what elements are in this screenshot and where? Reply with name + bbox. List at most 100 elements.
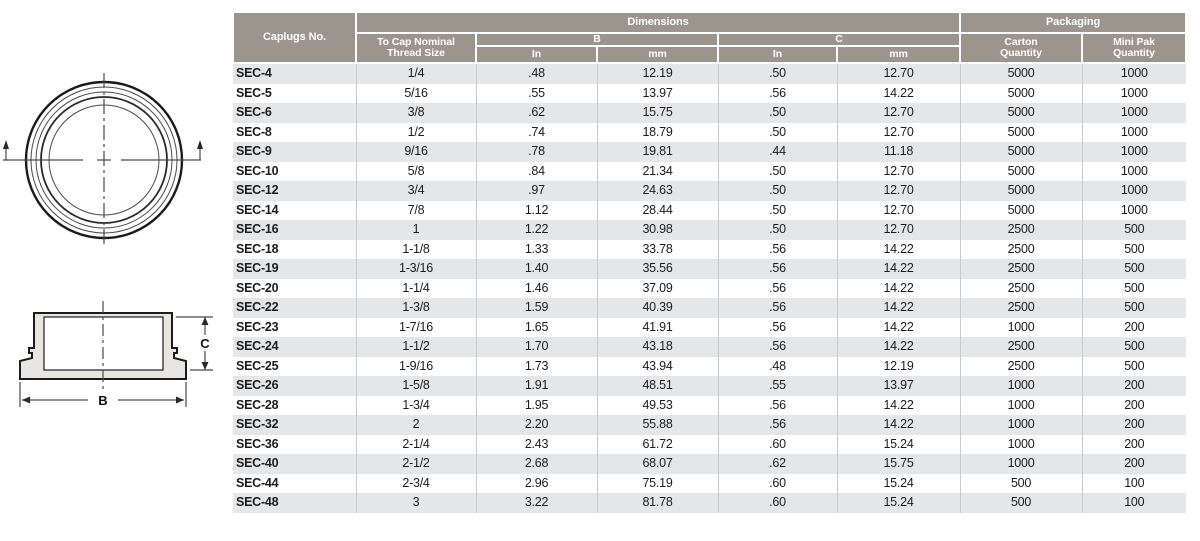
- cell-c-mm: 14.22: [836, 239, 960, 260]
- cell-caplugs-no: SEC-5: [236, 85, 272, 100]
- cell-b-in: .62: [475, 103, 597, 123]
- cell-b-in: 1.33: [475, 239, 597, 260]
- cell-c-mm: 14.22: [836, 278, 960, 299]
- table-row: SEC-23 1-7/16 1.65 41.91 .56 14.22 1000 …: [233, 317, 1186, 338]
- cell-mini-pak-quantity: 200: [1081, 317, 1186, 338]
- cell-b-in: .74: [475, 122, 597, 143]
- header-mini-pak-quantity: Mini Pak Quantity: [1081, 31, 1187, 65]
- header-c: C: [717, 31, 961, 48]
- cell-caplugs-no: SEC-25: [236, 358, 279, 373]
- table-row: SEC-26 1-5/8 1.91 48.51 .55 13.97 1000 2…: [233, 376, 1186, 396]
- cell-mini-pak-quantity: 1000: [1081, 142, 1186, 162]
- cell-carton-quantity: 5000: [959, 142, 1082, 162]
- dimension-c-label: C: [200, 336, 210, 351]
- cap-top-view-svg: [3, 73, 203, 247]
- cell-thread-size: 5/8: [355, 161, 476, 182]
- cell-b-in: .84: [475, 161, 597, 182]
- cap-top-view-drawing: [0, 63, 215, 258]
- cell-c-mm: 15.24: [836, 493, 960, 513]
- cell-c-in: .60: [717, 473, 837, 494]
- cell-carton-quantity: 1000: [959, 454, 1082, 474]
- cell-b-mm: 33.78: [596, 239, 718, 260]
- cell-c-in: .56: [717, 83, 837, 104]
- cell-c-mm: 14.22: [836, 415, 960, 435]
- cell-thread-size: 1-9/16: [355, 356, 476, 377]
- table-row: SEC-16 1 1.22 30.98 .50 12.70 2500 500: [233, 220, 1186, 240]
- cell-b-in: 1.12: [475, 200, 597, 221]
- cell-b-in: 1.73: [475, 356, 597, 377]
- cell-c-mm: 12.70: [836, 103, 960, 123]
- table-row: SEC-10 5/8 .84 21.34 .50 12.70 5000 1000: [233, 161, 1186, 182]
- cell-thread-size: 1-3/16: [355, 259, 476, 279]
- cell-c-mm: 12.70: [836, 63, 960, 84]
- table-row: SEC-22 1-3/8 1.59 40.39 .56 14.22 2500 5…: [233, 298, 1186, 318]
- table-row: SEC-12 3/4 .97 24.63 .50 12.70 5000 1000: [233, 181, 1186, 201]
- cell-caplugs-no: SEC-36: [236, 436, 279, 451]
- cell-caplugs-no: SEC-9: [236, 144, 272, 159]
- cell-b-in: 2.96: [475, 473, 597, 494]
- cell-mini-pak-quantity: 500: [1081, 356, 1186, 377]
- cell-mini-pak-quantity: 500: [1081, 220, 1186, 240]
- cell-c-in: .56: [717, 239, 837, 260]
- cell-caplugs-no: SEC-18: [236, 241, 279, 256]
- cell-c-in: .44: [717, 142, 837, 162]
- header-dimensions: Dimensions: [355, 11, 961, 34]
- cell-b-mm: 18.79: [596, 122, 718, 143]
- caplugs-spec-table: Caplugs No. Dimensions Packaging To Cap …: [232, 10, 1187, 513]
- cell-mini-pak-quantity: 200: [1081, 454, 1186, 474]
- cell-c-in: .50: [717, 181, 837, 201]
- cell-b-in: 1.70: [475, 337, 597, 357]
- cap-side-view-svg: C B: [19, 301, 213, 408]
- cell-b-in: 1.59: [475, 298, 597, 318]
- cell-carton-quantity: 1000: [959, 434, 1082, 455]
- table-row: SEC-48 3 3.22 81.78 .60 15.24 500 100: [233, 493, 1186, 513]
- table-row: SEC-6 3/8 .62 15.75 .50 12.70 5000 1000: [233, 103, 1186, 123]
- table-row: SEC-40 2-1/2 2.68 68.07 .62 15.75 1000 2…: [233, 454, 1186, 474]
- cell-carton-quantity: 1000: [959, 317, 1082, 338]
- cell-thread-size: 2-1/2: [355, 454, 476, 474]
- cell-carton-quantity: 5000: [959, 161, 1082, 182]
- cell-b-mm: 30.98: [596, 220, 718, 240]
- cell-c-in: .60: [717, 493, 837, 513]
- cell-c-mm: 14.22: [836, 337, 960, 357]
- cell-mini-pak-quantity: 1000: [1081, 63, 1186, 84]
- table-row: SEC-4 1/4 .48 12.19 .50 12.70 5000 1000: [233, 63, 1186, 84]
- cell-b-in: 2.68: [475, 454, 597, 474]
- cell-mini-pak-quantity: 1000: [1081, 181, 1186, 201]
- table-row: SEC-28 1-3/4 1.95 49.53 .56 14.22 1000 2…: [233, 395, 1186, 416]
- cell-b-mm: 75.19: [596, 473, 718, 494]
- cell-carton-quantity: 1000: [959, 415, 1082, 435]
- cell-caplugs-no: SEC-23: [236, 319, 279, 334]
- table-row: SEC-9 9/16 .78 19.81 .44 11.18 5000 1000: [233, 142, 1186, 162]
- cell-thread-size: 3: [355, 493, 476, 513]
- cell-c-mm: 12.70: [836, 181, 960, 201]
- cell-b-mm: 43.94: [596, 356, 718, 377]
- cell-c-mm: 12.70: [836, 161, 960, 182]
- section-arrow-right: [197, 140, 203, 160]
- cell-b-in: .78: [475, 142, 597, 162]
- header-c-mm: mm: [836, 45, 961, 65]
- cell-thread-size: 1: [355, 220, 476, 240]
- cell-mini-pak-quantity: 1000: [1081, 122, 1186, 143]
- cell-mini-pak-quantity: 100: [1081, 473, 1186, 494]
- cell-b-mm: 15.75: [596, 103, 718, 123]
- cell-b-in: 3.22: [475, 493, 597, 513]
- cell-b-mm: 55.88: [596, 415, 718, 435]
- cell-caplugs-no: SEC-10: [236, 163, 279, 178]
- cell-mini-pak-quantity: 200: [1081, 376, 1186, 396]
- cell-c-mm: 12.70: [836, 200, 960, 221]
- cell-c-mm: 15.24: [836, 473, 960, 494]
- cell-mini-pak-quantity: 1000: [1081, 83, 1186, 104]
- cell-carton-quantity: 5000: [959, 122, 1082, 143]
- cell-b-in: .97: [475, 181, 597, 201]
- cell-caplugs-no: SEC-14: [236, 202, 279, 217]
- cell-c-mm: 14.22: [836, 395, 960, 416]
- cell-caplugs-no: SEC-12: [236, 183, 279, 198]
- cell-thread-size: 1-3/8: [355, 298, 476, 318]
- cell-carton-quantity: 5000: [959, 83, 1082, 104]
- cell-b-mm: 48.51: [596, 376, 718, 396]
- cell-b-mm: 28.44: [596, 200, 718, 221]
- cell-b-mm: 41.91: [596, 317, 718, 338]
- cell-c-mm: 12.19: [836, 356, 960, 377]
- cell-c-in: .50: [717, 161, 837, 182]
